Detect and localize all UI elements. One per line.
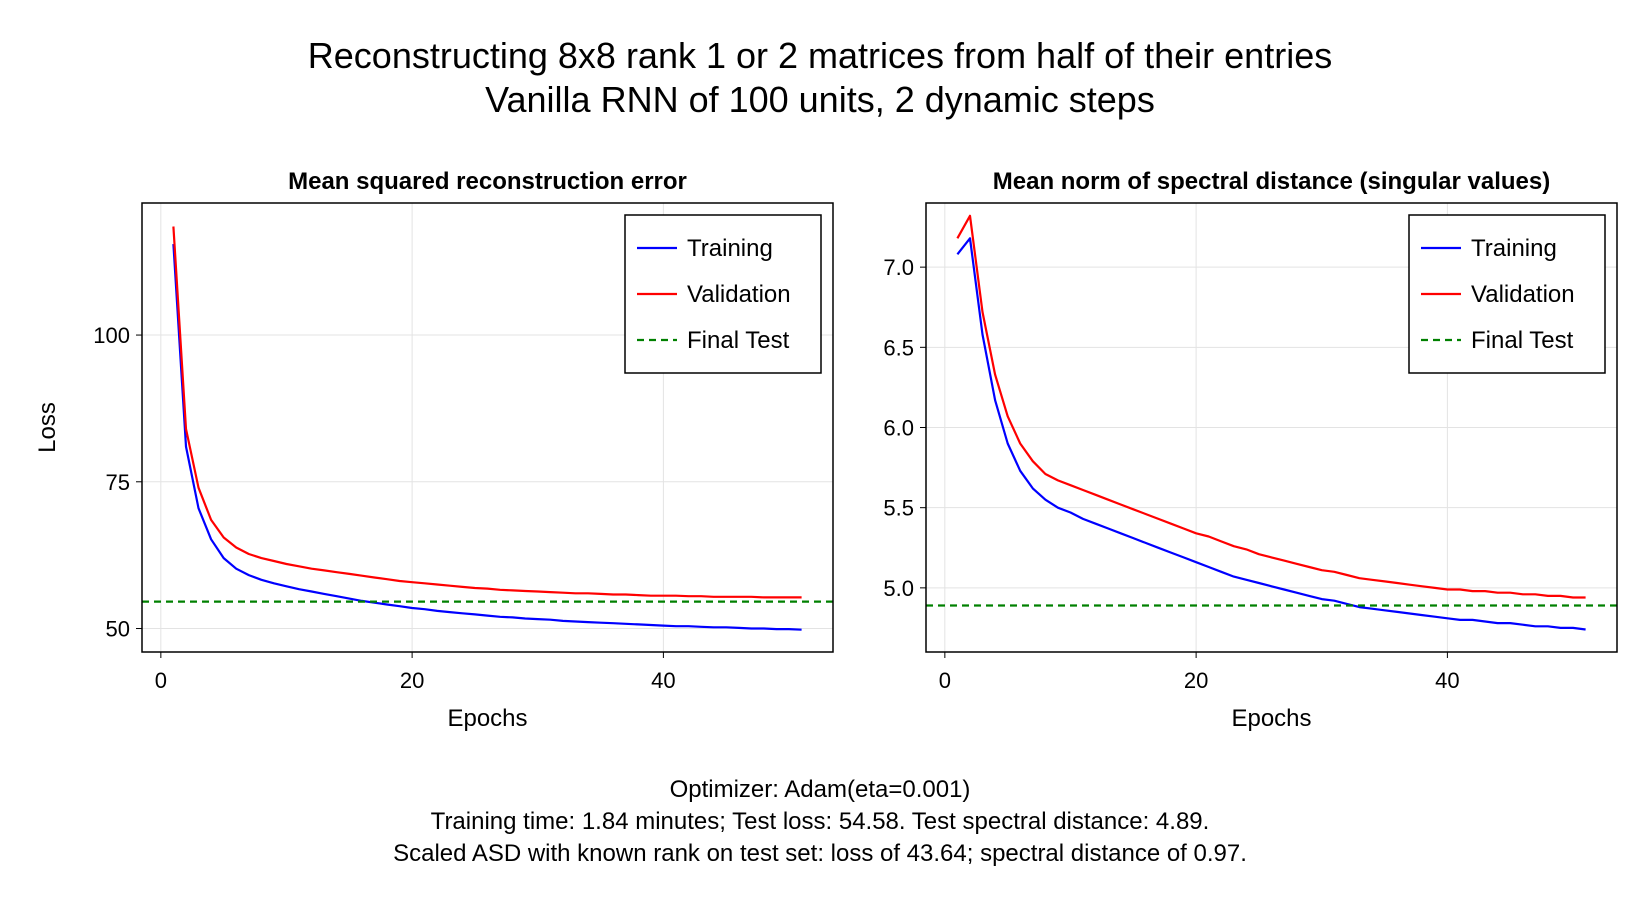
chart1-series-training-line [172, 244, 802, 631]
footer-optimizer: Optimizer: Adam(eta=0.001) [669, 776, 971, 803]
chart1-series-validation-line [172, 226, 802, 599]
chart2-title: Mean norm of spectral distance (singular… [993, 168, 1550, 195]
chart2-series-training-line [956, 237, 1586, 631]
chart1-xlabel: Epochs [447, 705, 527, 732]
chart2-legend-validation-label: Validation [1471, 281, 1575, 308]
chart2-legend-final-test-label: Final Test [1471, 327, 1574, 354]
chart1-legend-validation-label: Validation [687, 281, 791, 308]
chart1-ytick-label: 100 [93, 323, 130, 348]
chart1-ytick-label: 75 [106, 470, 130, 495]
chart2-legend-training-label: Training [1471, 235, 1557, 262]
figure-title-line1: Reconstructing 8x8 rank 1 or 2 matrices … [307, 35, 1333, 76]
chart2-ytick-label: 6.5 [883, 335, 914, 360]
chart1-xtick-label: 20 [400, 668, 424, 693]
chart2-ytick-label: 5.0 [883, 576, 914, 601]
chart1-legend-training-label: Training [687, 235, 773, 262]
chart2-xtick-label: 20 [1184, 668, 1208, 693]
chart2-xlabel: Epochs [1231, 705, 1311, 732]
footer-asd-summary: Scaled ASD with known rank on test set: … [393, 840, 1247, 867]
chart2-xtick-label: 40 [1435, 668, 1459, 693]
chart2-frame [925, 202, 1618, 653]
chart1-frame [141, 202, 834, 653]
chart2-ytick-label: 7.0 [883, 255, 914, 280]
chart1-ytick-label: 50 [106, 617, 130, 642]
chart2-series-validation-line [956, 214, 1586, 599]
chart1-legend-final-test-label: Final Test [687, 327, 790, 354]
chart1-title: Mean squared reconstruction error [288, 168, 687, 195]
chart1-xtick-label: 40 [651, 668, 675, 693]
chart2-ytick-label: 5.5 [883, 496, 914, 521]
chart2-ytick-label: 6.0 [883, 416, 914, 441]
chart2-xtick-label: 0 [939, 668, 951, 693]
charts-canvas: Mean squared reconstruction error 0 20 40 50… [34, 168, 1618, 732]
figure-title-line2: Vanilla RNN of 100 units, 2 dynamic step… [485, 79, 1155, 120]
chart1-xtick-label: 0 [155, 668, 167, 693]
footer-training-time: Training time: 1.84 minutes; Test loss: … [430, 808, 1210, 835]
chart1-ylabel: Loss [34, 402, 61, 453]
